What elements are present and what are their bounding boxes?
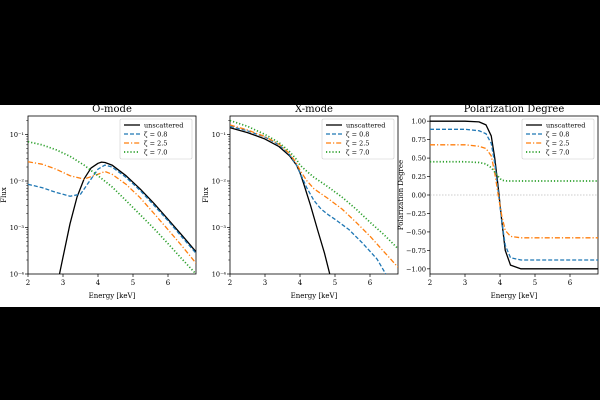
chart-title: O-mode [92, 104, 132, 115]
x-tick-label: 5 [533, 279, 537, 287]
x-axis-label: Energy [keV] [89, 292, 136, 300]
x-tick-label: 3 [463, 279, 467, 287]
chart-title: Polarization Degree [464, 104, 565, 115]
y-tick-label: −0.50 [406, 228, 426, 236]
series-line-3 [28, 140, 196, 274]
y-tick-label: −0.75 [406, 247, 426, 255]
x-tick-label: 5 [333, 279, 337, 287]
y-tick-label: 10⁻² [212, 178, 227, 186]
x-tick-label: 3 [263, 279, 267, 287]
x-tick-label: 5 [131, 279, 135, 287]
y-tick-label: 0.75 [412, 136, 426, 144]
chart-title: X-mode [295, 104, 333, 115]
legend-label: ζ = 7.0 [144, 148, 167, 156]
x-tick-label: 4 [498, 279, 503, 287]
chart-x-mode: X-mode Energy [keV] Flux 2 3 4 5 6 10⁻⁴ 10⁻³ 10… [202, 104, 399, 300]
legend-label: ζ = 0.8 [144, 130, 167, 138]
legend-label: ζ = 2.5 [144, 139, 167, 147]
y-tick-label: 10⁻⁴ [10, 271, 25, 279]
x-axis-label: Energy [keV] [291, 292, 338, 300]
series-line-2 [230, 124, 398, 268]
legend-box [321, 118, 395, 160]
y-tick-label: 1.00 [412, 118, 426, 126]
y-axis-label: Flux [202, 187, 210, 203]
x-tick-label: 2 [428, 279, 432, 287]
y-tick-label: −1.00 [406, 265, 426, 273]
legend-box [119, 118, 193, 160]
y-tick-label: 0.50 [412, 155, 426, 163]
x-tick-label: 6 [368, 279, 373, 287]
x-tick-label: 4 [298, 279, 303, 287]
y-axis-label: Polarization Degree [397, 160, 405, 230]
legend-box [521, 118, 595, 160]
x-tick-label: 6 [166, 279, 171, 287]
legend-label: ζ = 0.8 [546, 130, 569, 138]
x-tick-label: 3 [61, 279, 65, 287]
y-tick-label: 10⁻² [10, 178, 25, 186]
series-line-0 [230, 127, 331, 274]
legend-label: unscattered [546, 121, 585, 129]
chart-o-mode: O-mode Energy [keV] Flux 2 3 4 5 6 10⁻⁴ 10⁻³ 10… [0, 104, 197, 300]
series-line-1 [28, 164, 196, 254]
y-tick-label: 10⁻³ [212, 224, 227, 232]
x-tick-label: 2 [26, 279, 30, 287]
legend-label: ζ = 7.0 [346, 148, 369, 156]
y-tick-label: 10⁻¹ [212, 131, 227, 139]
legend-label: unscattered [346, 121, 385, 129]
y-tick-label: 10⁻³ [10, 224, 25, 232]
series-line-0 [58, 161, 196, 274]
x-tick-label: 2 [228, 279, 232, 287]
legend-label: ζ = 2.5 [346, 139, 369, 147]
x-tick-label: 6 [568, 279, 573, 287]
y-tick-label: 0.00 [412, 192, 426, 200]
chart-polarization-degree: Polarization Degree Energy [keV] Polariz… [397, 104, 599, 300]
legend-label: ζ = 0.8 [346, 130, 369, 138]
x-tick-label: 4 [96, 279, 101, 287]
y-tick-label: 10⁻⁴ [212, 271, 227, 279]
legend-label: ζ = 7.0 [546, 148, 569, 156]
series-line-3 [430, 160, 598, 182]
series-line-2 [430, 144, 598, 239]
y-tick-label: 0.25 [412, 173, 426, 181]
series-line-2 [28, 161, 196, 264]
x-axis-label: Energy [keV] [491, 292, 538, 300]
y-axis-label: Flux [0, 187, 8, 203]
y-tick-label: 10⁻¹ [10, 131, 25, 139]
legend-label: ζ = 2.5 [546, 139, 569, 147]
y-tick-label: −0.25 [406, 210, 426, 218]
legend-label: unscattered [144, 121, 183, 129]
